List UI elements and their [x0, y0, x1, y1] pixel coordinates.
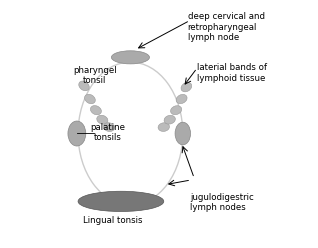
Ellipse shape: [68, 121, 86, 146]
Ellipse shape: [97, 115, 108, 124]
Ellipse shape: [103, 123, 115, 131]
Text: laterial bands of
lymphoid tissue: laterial bands of lymphoid tissue: [197, 63, 267, 83]
Text: pharyngel
tonsil: pharyngel tonsil: [73, 66, 116, 85]
Ellipse shape: [181, 82, 192, 92]
Ellipse shape: [79, 81, 89, 91]
Text: Lingual tonsis: Lingual tonsis: [83, 216, 142, 225]
Text: palatine
tonsils: palatine tonsils: [90, 123, 125, 142]
Text: deep cervical and
retropharyngeal
lymph node: deep cervical and retropharyngeal lymph …: [188, 12, 265, 42]
Ellipse shape: [90, 106, 101, 115]
Ellipse shape: [111, 51, 149, 64]
Ellipse shape: [170, 106, 182, 115]
Ellipse shape: [175, 122, 190, 145]
Ellipse shape: [176, 94, 187, 104]
Ellipse shape: [78, 191, 164, 212]
Ellipse shape: [85, 94, 95, 104]
Ellipse shape: [164, 115, 175, 124]
Text: jugulodigestric
lymph nodes: jugulodigestric lymph nodes: [190, 193, 254, 213]
Ellipse shape: [158, 123, 169, 131]
